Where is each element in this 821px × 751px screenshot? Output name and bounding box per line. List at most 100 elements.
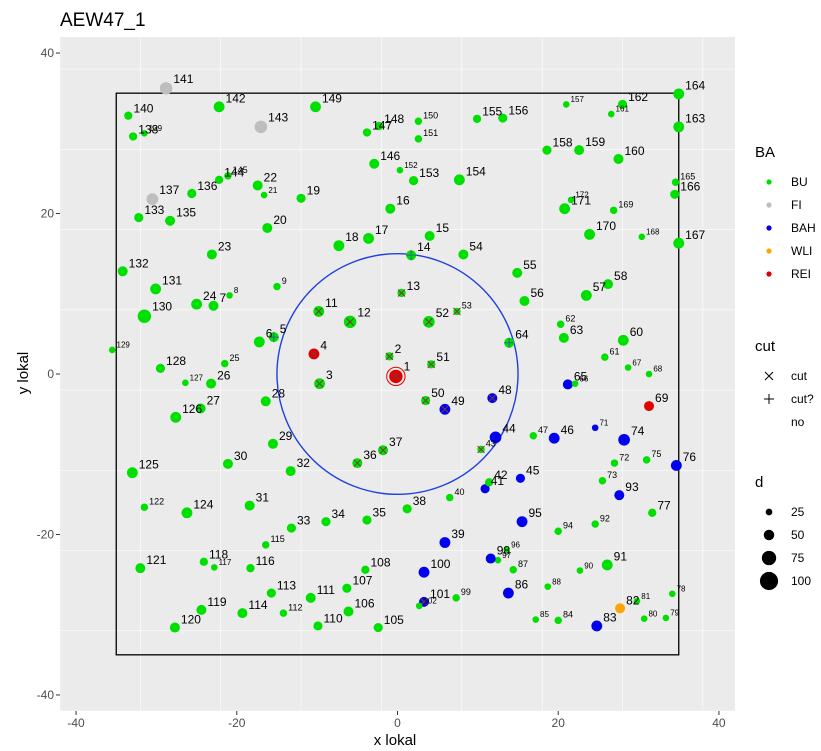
point-99: [452, 594, 460, 602]
point-15: [424, 230, 435, 241]
point-118: [199, 557, 208, 566]
point-79: [662, 614, 670, 622]
point-label-68: 68: [653, 365, 662, 374]
cut-maybe-mark-14: [406, 250, 417, 261]
point-98: [485, 553, 496, 564]
point-label-115: 115: [270, 534, 284, 544]
point-159: [574, 145, 585, 156]
cut-mark-36: [353, 459, 362, 467]
point-107: [342, 583, 352, 593]
point-label-107: 107: [352, 574, 372, 588]
point-label-54: 54: [469, 239, 483, 253]
point-68: [645, 370, 653, 378]
x-tick-label: -20: [228, 716, 246, 730]
point-138: [128, 132, 138, 141]
point-label-133: 133: [144, 203, 164, 217]
point-label-83: 83: [603, 611, 617, 625]
point-label-30: 30: [234, 449, 248, 463]
point-29: [267, 438, 278, 449]
point-63: [558, 332, 569, 343]
point-label-45: 45: [526, 464, 540, 478]
point-label-81: 81: [641, 592, 650, 601]
point-19: [296, 193, 306, 203]
point-label-67: 67: [632, 358, 641, 367]
point-label-12: 12: [357, 306, 371, 320]
legend-ba-label: WLI: [791, 244, 812, 258]
point-112: [279, 609, 288, 617]
point-label-62: 62: [565, 314, 575, 324]
point-label-44: 44: [502, 422, 516, 436]
point-153: [408, 176, 419, 186]
point-137: [146, 193, 159, 205]
y-tick-label: 20: [41, 207, 55, 221]
point-44: [489, 431, 502, 444]
x-tick-label: 40: [712, 716, 726, 730]
point-71: [591, 424, 599, 432]
point-label-8: 8: [234, 286, 239, 295]
point-label-144: 144: [224, 166, 244, 180]
point-74: [618, 433, 630, 446]
point-label-92: 92: [600, 513, 610, 523]
point-150: [414, 117, 423, 125]
point-label-91: 91: [614, 550, 628, 564]
point-label-38: 38: [413, 494, 427, 508]
point-label-66: 66: [579, 374, 588, 383]
point-106: [343, 606, 354, 617]
point-label-4: 4: [320, 339, 327, 353]
point-label-13: 13: [407, 279, 421, 293]
point-88: [544, 583, 552, 590]
point-label-86: 86: [515, 578, 529, 592]
point-151: [414, 135, 423, 143]
point-label-33: 33: [297, 513, 311, 527]
point-164: [673, 88, 685, 100]
point-label-53: 53: [462, 301, 472, 311]
point-label-131: 131: [162, 274, 182, 288]
point-42: [484, 478, 494, 487]
point-label-125: 125: [139, 457, 159, 471]
point-66: [571, 380, 579, 387]
point-9: [273, 282, 281, 291]
point-label-162: 162: [628, 90, 648, 104]
point-78: [669, 590, 676, 598]
point-55: [512, 267, 523, 278]
point-label-71: 71: [599, 418, 608, 427]
point-label-126: 126: [182, 402, 202, 416]
point-30: [222, 458, 233, 469]
point-169: [609, 206, 618, 215]
point-label-82: 82: [626, 593, 640, 607]
point-93: [614, 490, 625, 501]
point-95: [516, 516, 528, 528]
cut-mark-49: [441, 405, 449, 414]
point-label-108: 108: [371, 556, 391, 570]
legend-ba-label: REI: [791, 267, 811, 281]
point-40: [446, 493, 454, 502]
point-label-163: 163: [685, 111, 705, 125]
point-label-122: 122: [149, 496, 164, 506]
point-label-3: 3: [326, 368, 333, 382]
point-172: [567, 196, 575, 204]
point-label-159: 159: [585, 135, 605, 149]
point-label-161: 161: [616, 105, 630, 114]
point-label-27: 27: [207, 394, 221, 408]
point-41: [480, 484, 490, 494]
point-label-56: 56: [530, 286, 544, 300]
point-170: [584, 228, 595, 240]
point-23: [206, 249, 217, 260]
point-label-95: 95: [528, 506, 542, 520]
point-171: [559, 203, 571, 215]
point-115: [261, 541, 270, 549]
point-35: [362, 515, 372, 525]
point-label-80: 80: [648, 609, 657, 618]
legend-d-swatch: [761, 550, 777, 566]
point-129: [108, 346, 116, 354]
cut-mark-53: [453, 307, 461, 316]
point-label-43: 43: [486, 439, 496, 449]
legend: BA cut d BU FI BAH WLI REI cut cut? no 25 50 75 100: [755, 144, 816, 591]
point-label-14: 14: [417, 240, 431, 254]
point-label-7: 7: [219, 291, 226, 305]
legend-cut-swatch: [764, 394, 774, 404]
point-122: [140, 503, 149, 511]
point-label-102: 102: [423, 597, 437, 606]
point-60: [617, 334, 629, 346]
point-38: [402, 504, 412, 514]
